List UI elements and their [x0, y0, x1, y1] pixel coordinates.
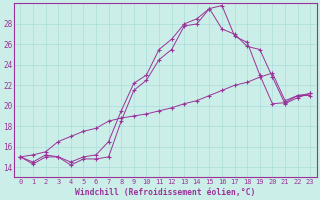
X-axis label: Windchill (Refroidissement éolien,°C): Windchill (Refroidissement éolien,°C): [75, 188, 255, 197]
